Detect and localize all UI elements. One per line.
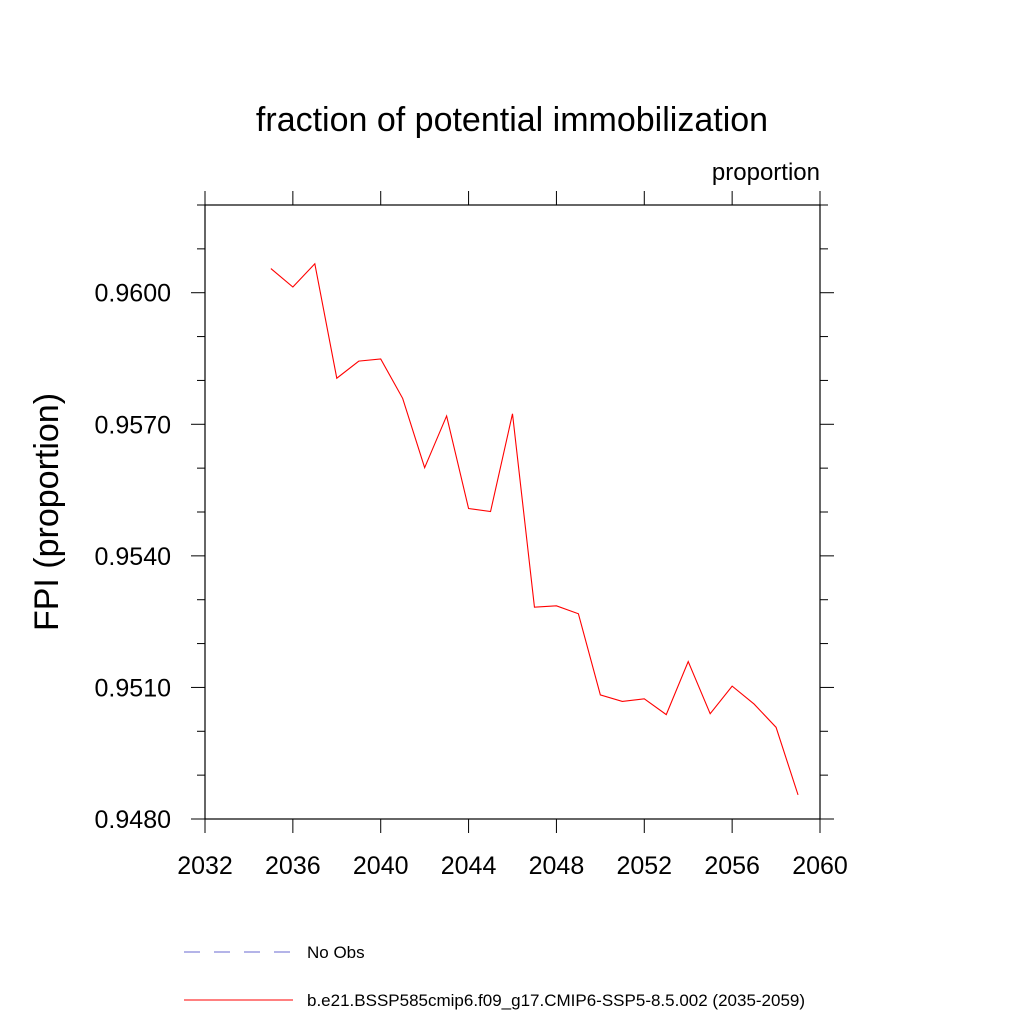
- plot-frame: [204, 204, 821, 820]
- x-tick-label: 2032: [177, 852, 233, 880]
- x-tick-label: 2048: [529, 852, 585, 880]
- y-tick-label: 0.9510: [95, 674, 171, 702]
- series-layer: [270, 262, 799, 796]
- legend-label-0: No Obs: [307, 943, 365, 962]
- x-tick-label: 2036: [265, 852, 321, 880]
- axis-tick-labels: 2032 2036 2040 2044 2048 2052 2056 2060 0.9480 0.…: [95, 280, 848, 880]
- x-tick-label: 2040: [353, 852, 409, 880]
- y-tick-label: 0.9570: [95, 411, 171, 439]
- series-line-1: [270, 262, 799, 796]
- x-tick-label: 2060: [792, 852, 848, 880]
- y-tick-label: 0.9540: [95, 543, 171, 571]
- y-tick-label: 0.9480: [95, 806, 171, 834]
- axis-ticks: [191, 191, 834, 833]
- x-tick-label: 2056: [704, 852, 760, 880]
- chart-subtitle: proportion: [712, 159, 820, 186]
- y-axis-label: FPI (proportion): [28, 393, 66, 631]
- legend-label-1: b.e21.BSSP585cmip6.f09_g17.CMIP6-SSP5-8.…: [307, 991, 805, 1010]
- chart-title: fraction of potential immobilization: [256, 101, 768, 139]
- y-tick-label: 0.9600: [95, 280, 171, 308]
- legend: No Obs b.e21.BSSP585cmip6.f09_g17.CMIP6-S…: [184, 943, 805, 1010]
- x-tick-label: 2044: [441, 852, 497, 880]
- x-tick-label: 2052: [616, 852, 672, 880]
